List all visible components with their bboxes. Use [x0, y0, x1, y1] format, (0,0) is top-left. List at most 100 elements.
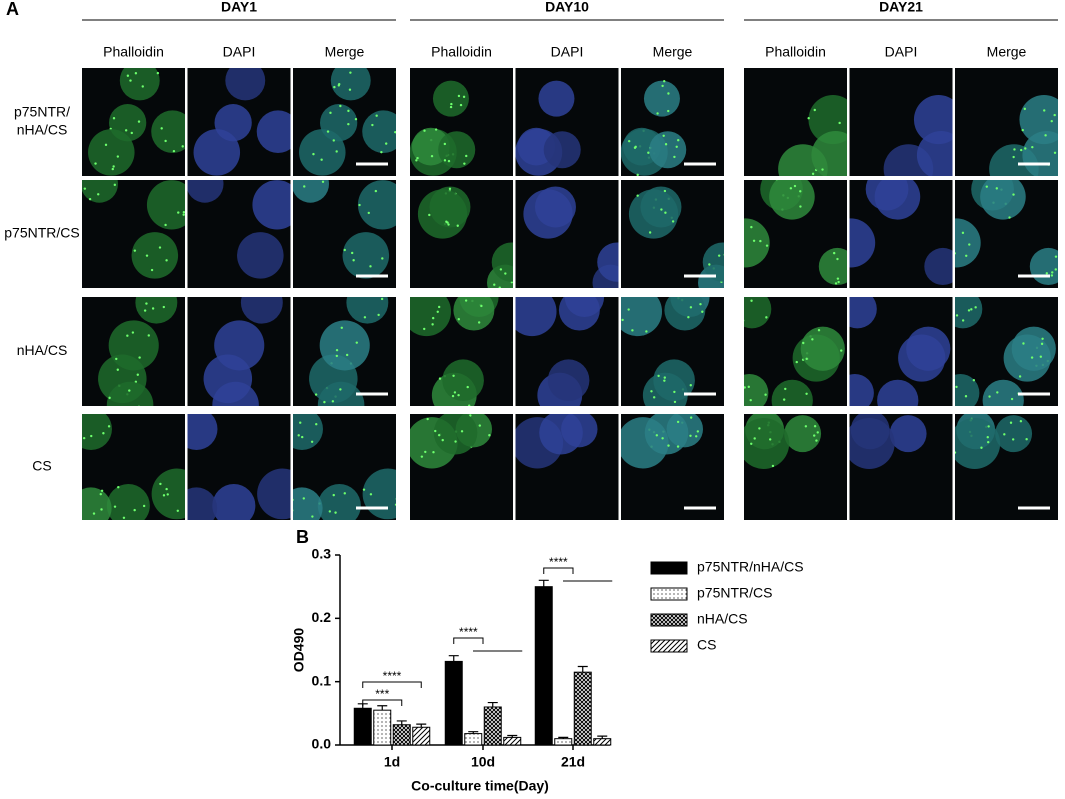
- stain-dot: [436, 310, 439, 314]
- microsphere: [849, 218, 876, 268]
- microsphere: [924, 247, 953, 286]
- stain-dot: [311, 515, 314, 518]
- stain-dot: [457, 393, 460, 397]
- stain-dot: [434, 429, 437, 433]
- microsphere: [621, 297, 663, 337]
- stain-dot: [108, 396, 111, 400]
- stain-dot: [331, 400, 335, 403]
- stain-dot: [100, 489, 104, 492]
- stain-dot: [750, 225, 753, 229]
- stain-dot: [374, 189, 378, 193]
- stain-dot: [837, 280, 840, 284]
- stain-dot: [765, 316, 768, 319]
- error-bar: [558, 736, 569, 739]
- stain-dot: [367, 211, 370, 215]
- legend-swatch: [650, 561, 688, 575]
- stain-dot: [673, 400, 677, 404]
- stain-dot: [416, 156, 419, 160]
- stain-dot: [335, 348, 339, 352]
- stain-dot: [1013, 148, 1016, 151]
- panel-label: A: [6, 0, 19, 19]
- microsphere: [106, 484, 150, 520]
- x-tick-label: 21d: [561, 754, 585, 770]
- stain-dot: [137, 120, 141, 123]
- stain-dot: [145, 302, 148, 305]
- stain-dot: [1050, 119, 1053, 123]
- stain-dot: [667, 444, 670, 447]
- stain-dot: [682, 290, 684, 292]
- stain-dot: [660, 410, 662, 412]
- stain-dot: [846, 120, 847, 122]
- micrograph: [515, 414, 619, 520]
- bar: [444, 660, 463, 746]
- stain-dot: [338, 82, 341, 86]
- stain-dot: [462, 95, 466, 99]
- stain-dot: [841, 177, 843, 179]
- microsphere: [225, 68, 266, 101]
- stain-dot: [469, 414, 472, 417]
- stain-dot: [648, 231, 652, 234]
- stain-dot: [162, 305, 166, 309]
- stain-dot: [955, 385, 958, 389]
- stain-dot: [102, 432, 105, 435]
- stain-dot: [1020, 148, 1023, 152]
- micrograph: [955, 180, 1058, 288]
- stain-dot: [987, 440, 990, 444]
- stain-dot: [329, 111, 332, 115]
- panel-label: B: [296, 527, 309, 547]
- microsphere: [317, 381, 365, 406]
- stain-dot: [663, 379, 666, 382]
- stain-dot: [111, 167, 114, 171]
- stain-dot: [627, 308, 630, 311]
- microsphere: [257, 468, 291, 520]
- stain-dot: [634, 145, 637, 149]
- microsphere: [702, 242, 724, 282]
- stain-dot: [138, 405, 140, 406]
- stain-dot: [434, 128, 438, 131]
- stain-dot: [811, 338, 814, 341]
- significance-bracket: [543, 567, 574, 574]
- error-bar: [577, 665, 588, 673]
- stain-dot: [303, 185, 306, 188]
- y-tick-label: 0.3: [312, 546, 332, 562]
- stain-dot: [350, 251, 354, 255]
- stain-dot: [980, 446, 983, 449]
- legend-swatch: [650, 639, 688, 653]
- bar: [464, 733, 483, 746]
- microsphere: [82, 414, 112, 451]
- microsphere: [955, 218, 981, 268]
- micrograph: [515, 68, 619, 176]
- stain-dot: [1022, 342, 1025, 345]
- stain-dot: [631, 329, 634, 332]
- stain-dot: [182, 211, 185, 214]
- stain-dot: [645, 330, 648, 333]
- microsphere: [299, 129, 346, 176]
- x-tick-label: 10d: [471, 754, 495, 770]
- legend-label: nHA/CS: [697, 611, 748, 627]
- microsphere: [539, 414, 583, 455]
- stain-dot: [143, 309, 147, 312]
- stain-dot: [1051, 271, 1054, 274]
- stain-dot: [1054, 255, 1058, 258]
- microsphere: [906, 326, 951, 371]
- stain-dot: [689, 384, 692, 387]
- microsphere: [146, 180, 185, 230]
- microsphere: [342, 232, 390, 279]
- stain-dot: [116, 368, 120, 371]
- stain-dot: [836, 257, 839, 261]
- stain-dot: [970, 308, 973, 311]
- stain-dot: [380, 294, 382, 296]
- stain-dot: [636, 194, 639, 197]
- error-bar: [538, 579, 549, 587]
- microsphere: [982, 379, 1024, 406]
- micrograph: [82, 297, 185, 406]
- stain-dot: [1039, 355, 1043, 358]
- significance-label: ***: [375, 687, 389, 701]
- stain-dot: [369, 493, 373, 496]
- stain-dot: [955, 314, 959, 317]
- stain-dot: [113, 183, 117, 187]
- stain-dot: [737, 312, 739, 314]
- microsphere: [744, 297, 772, 329]
- stain-dot: [145, 254, 149, 257]
